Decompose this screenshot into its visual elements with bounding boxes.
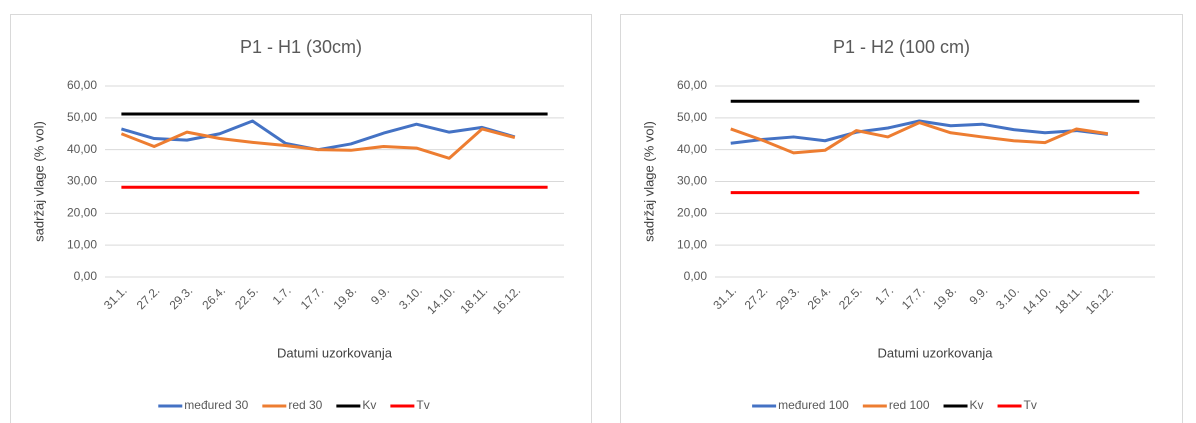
legend-label: red 100 — [889, 398, 930, 412]
y-tick-label: 60,00 — [67, 78, 97, 92]
legend-label: Tv — [1024, 398, 1037, 412]
y-axis-title: sadržaj vlage (% vol) — [31, 121, 46, 242]
y-tick-label: 10,00 — [67, 237, 97, 251]
y-tick-label: 40,00 — [677, 142, 707, 156]
legend: međured 30 red 30 Kv Tv — [158, 398, 430, 412]
y-tick-label: 10,00 — [677, 237, 707, 251]
y-tick-label: 30,00 — [67, 174, 97, 188]
y-tick-label: 0,00 — [74, 269, 98, 283]
y-tick-label: 30,00 — [677, 174, 707, 188]
y-tick-label: 0,00 — [684, 269, 708, 283]
chart: P1 - H1 (30cm) 0,00 10,00 20,00 30,00 40,00 50… — [10, 14, 592, 423]
chart-title: P1 - H2 (100 cm) — [833, 37, 970, 57]
y-tick-label: 40,00 — [67, 142, 97, 156]
chart-border — [10, 14, 592, 423]
legend-label: Kv — [970, 398, 984, 412]
series-line — [730, 121, 1109, 155]
legend-label: red 30 — [288, 398, 322, 412]
y-tick-label: 60,00 — [677, 78, 707, 92]
chart-border — [620, 14, 1183, 423]
legend-label: međured 100 — [778, 398, 849, 412]
y-tick-label: 50,00 — [67, 110, 97, 124]
y-tick-label: 50,00 — [677, 110, 707, 124]
x-axis-title: Datumi uzorkovanja — [277, 345, 393, 360]
legend-label: međured 30 — [184, 398, 248, 412]
series-line — [120, 127, 516, 160]
legend: međured 100 red 100 Kv Tv — [752, 398, 1037, 412]
chart: P1 - H2 (100 cm) 0,00 10,00 20,00 30,00 40,00… — [620, 14, 1183, 423]
x-axis-title: Datumi uzorkovanja — [878, 345, 994, 360]
series-line — [730, 119, 1109, 145]
y-tick-label: 20,00 — [677, 206, 707, 220]
legend-label: Kv — [362, 398, 376, 412]
chart-title: P1 - H1 (30cm) — [240, 37, 362, 57]
y-tick-label: 20,00 — [67, 206, 97, 220]
y-axis-title: sadržaj vlage (% vol) — [641, 121, 656, 242]
legend-label: Tv — [416, 398, 429, 412]
